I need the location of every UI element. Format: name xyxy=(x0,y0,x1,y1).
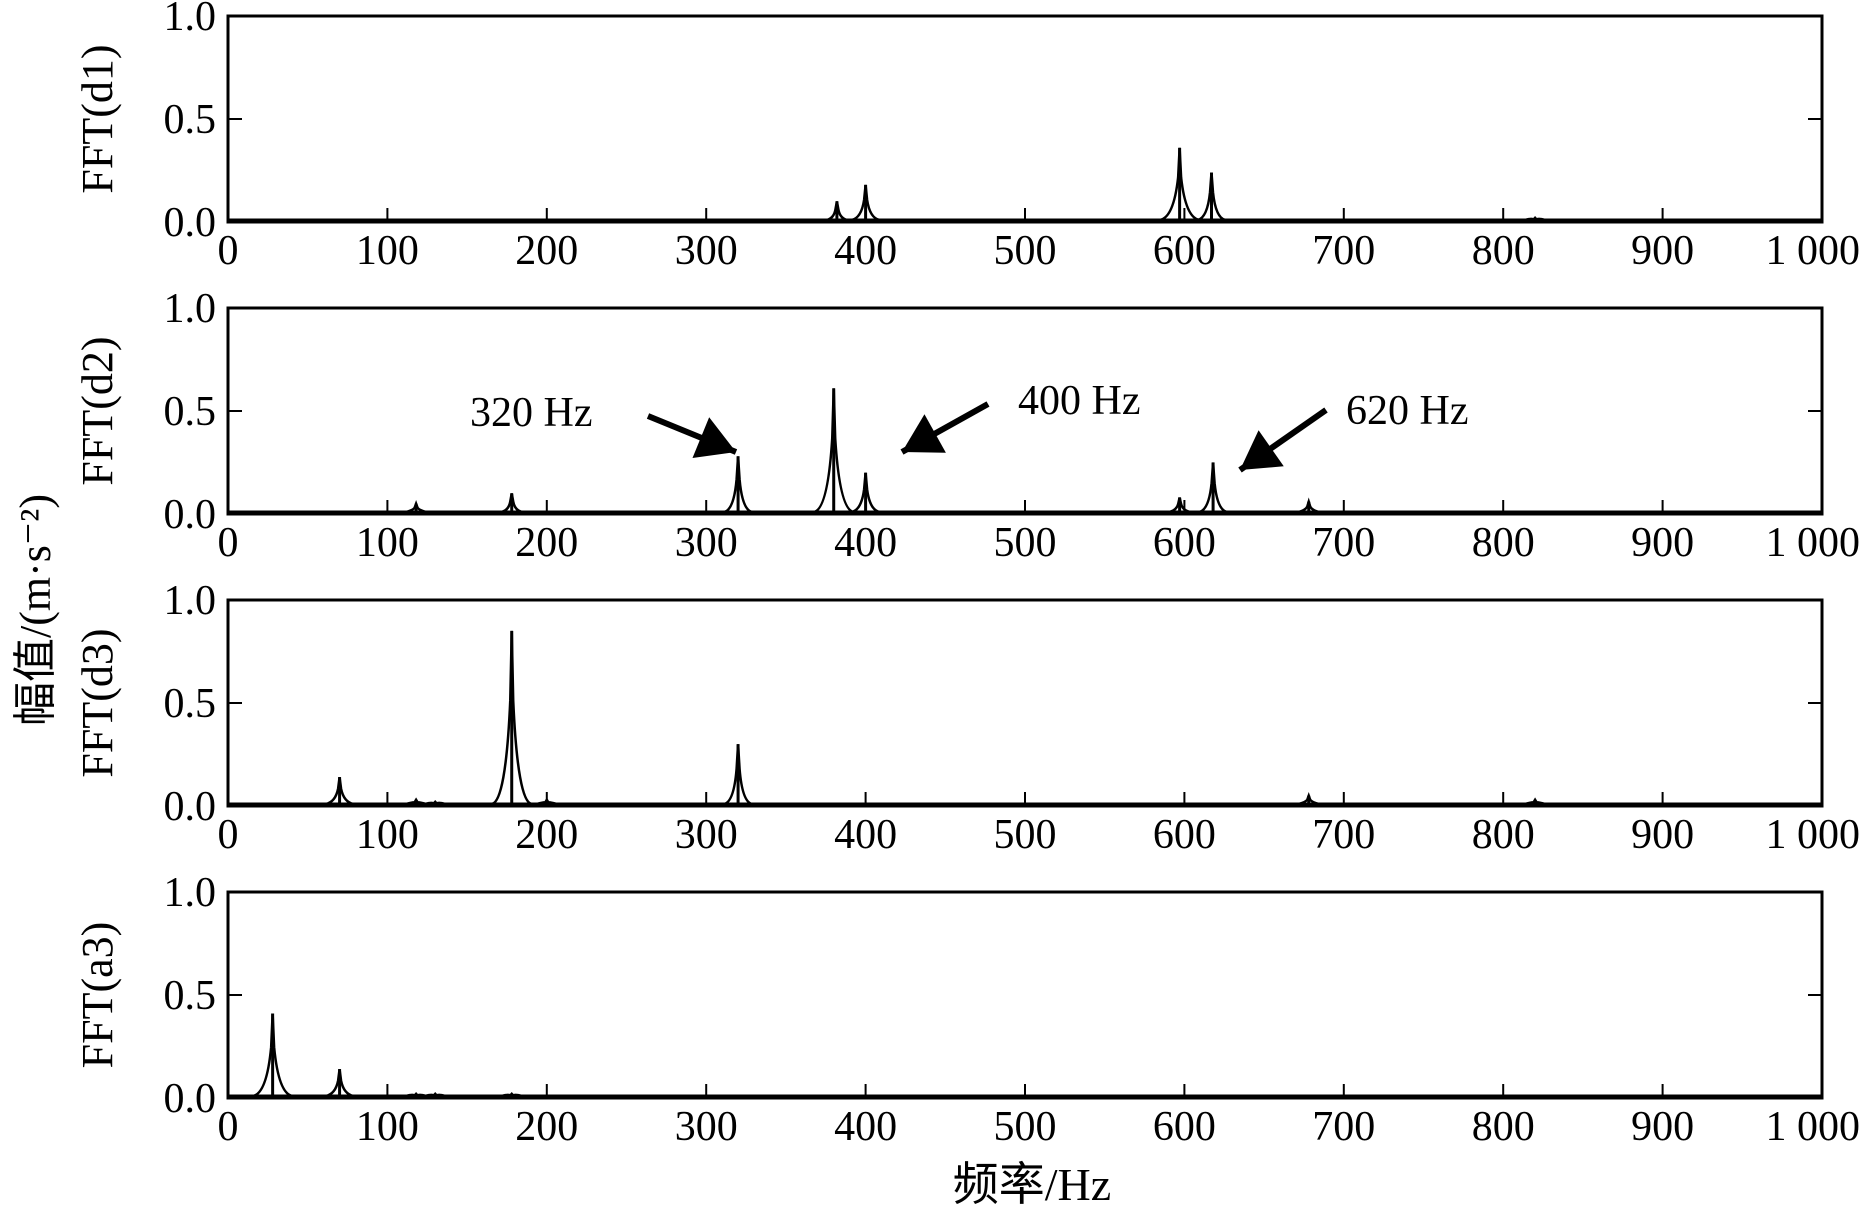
plot-frame xyxy=(226,598,1824,808)
x-tick-label: 100 xyxy=(356,1104,419,1150)
annotation-1: 400 Hz xyxy=(900,378,1140,455)
panel-y-label: FFT(a3) xyxy=(73,922,122,1069)
x-tick-label: 800 xyxy=(1472,812,1535,858)
x-tick-label: 100 xyxy=(356,228,419,274)
x-tick-label: 500 xyxy=(994,228,1057,274)
x-tick-label: 400 xyxy=(834,1104,897,1150)
y-tick-label: 0.0 xyxy=(164,1076,217,1122)
x-tick-label: 600 xyxy=(1153,520,1216,566)
x-tick-label: 100 xyxy=(356,812,419,858)
annotation-2: 620 Hz xyxy=(1238,388,1468,473)
plot-frame xyxy=(226,890,1824,1100)
y-tick-label: 1.0 xyxy=(164,0,217,40)
y-tick-label: 0.5 xyxy=(164,681,217,727)
y-tick-label: 0.0 xyxy=(164,784,217,830)
x-tick-label: 800 xyxy=(1472,1104,1535,1150)
panel-y-label: FFT(d1) xyxy=(73,44,122,193)
x-tick-label: 500 xyxy=(994,812,1057,858)
x-tick-label: 0 xyxy=(218,520,239,566)
panel-y-label: FFT(d2) xyxy=(73,336,122,485)
annotation-label: 320 Hz xyxy=(470,390,592,436)
x-tick-label: 1 000 xyxy=(1766,812,1861,858)
y-tick-label: 0.0 xyxy=(164,200,217,246)
x-tick-label: 200 xyxy=(515,228,578,274)
y-tick-label: 0.5 xyxy=(164,973,217,1019)
x-tick-label: 0 xyxy=(218,812,239,858)
x-tick-label: 1 000 xyxy=(1766,520,1861,566)
x-tick-label: 700 xyxy=(1312,1104,1375,1150)
x-tick-label: 100 xyxy=(356,520,419,566)
annotation-arrowhead xyxy=(902,414,946,453)
x-tick-label: 300 xyxy=(675,812,738,858)
y-axis-title: 幅值/(m·s⁻²) xyxy=(11,494,60,726)
x-tick-label: 300 xyxy=(675,228,738,274)
panel-y-label: FFT(d3) xyxy=(73,628,122,777)
annotation-arrowhead xyxy=(1240,430,1284,470)
y-tick-label: 0.5 xyxy=(164,389,217,435)
x-tick-label: 1 000 xyxy=(1766,1104,1861,1150)
annotation-label: 620 Hz xyxy=(1346,388,1468,434)
x-tick-label: 400 xyxy=(834,228,897,274)
panel-1: 0 100 200 300 400 500 600 700 800 900 1 000 0.0 0.5 1… xyxy=(73,0,1860,274)
x-tick-label: 200 xyxy=(515,520,578,566)
x-tick-label: 1 000 xyxy=(1766,228,1861,274)
x-tick-label: 600 xyxy=(1153,228,1216,274)
x-tick-label: 200 xyxy=(515,1104,578,1150)
annotation-0: 320 Hz xyxy=(470,390,738,458)
x-tick-label: 300 xyxy=(675,1104,738,1150)
x-tick-label: 300 xyxy=(675,520,738,566)
x-tick-label: 400 xyxy=(834,812,897,858)
annotation-arrowhead xyxy=(692,417,736,458)
x-tick-label: 600 xyxy=(1153,812,1216,858)
x-tick-label: 900 xyxy=(1631,228,1694,274)
x-axis-title: 频率/Hz xyxy=(953,1159,1111,1210)
y-tick-label: 0.0 xyxy=(164,492,217,538)
x-tick-label: 900 xyxy=(1631,1104,1694,1150)
y-tick-label: 1.0 xyxy=(164,578,217,624)
x-tick-label: 600 xyxy=(1153,1104,1216,1150)
x-tick-label: 0 xyxy=(218,1104,239,1150)
x-tick-label: 200 xyxy=(515,812,578,858)
x-tick-label: 800 xyxy=(1472,228,1535,274)
x-tick-label: 700 xyxy=(1312,228,1375,274)
x-tick-label: 400 xyxy=(834,520,897,566)
panel-3: 0 100 200 300 400 500 600 700 800 900 1 000 0.0 0.5 1… xyxy=(73,578,1860,858)
x-tick-label: 900 xyxy=(1631,812,1694,858)
y-tick-label: 1.0 xyxy=(164,870,217,916)
annotation-label: 400 Hz xyxy=(1018,378,1140,424)
x-tick-label: 500 xyxy=(994,520,1057,566)
y-tick-label: 1.0 xyxy=(164,286,217,332)
x-tick-label: 0 xyxy=(218,228,239,274)
x-tick-label: 700 xyxy=(1312,812,1375,858)
plot-frame xyxy=(226,14,1824,224)
panel-2: 0 100 200 300 400 500 600 700 800 900 1 000 0.0 0.5 1… xyxy=(73,286,1860,566)
x-tick-label: 500 xyxy=(994,1104,1057,1150)
x-tick-label: 700 xyxy=(1312,520,1375,566)
panel-4: 0 100 200 300 400 500 600 700 800 900 1 000 0.0 0.5 1… xyxy=(73,870,1860,1150)
y-tick-label: 0.5 xyxy=(164,97,217,143)
x-tick-label: 800 xyxy=(1472,520,1535,566)
x-tick-label: 900 xyxy=(1631,520,1694,566)
